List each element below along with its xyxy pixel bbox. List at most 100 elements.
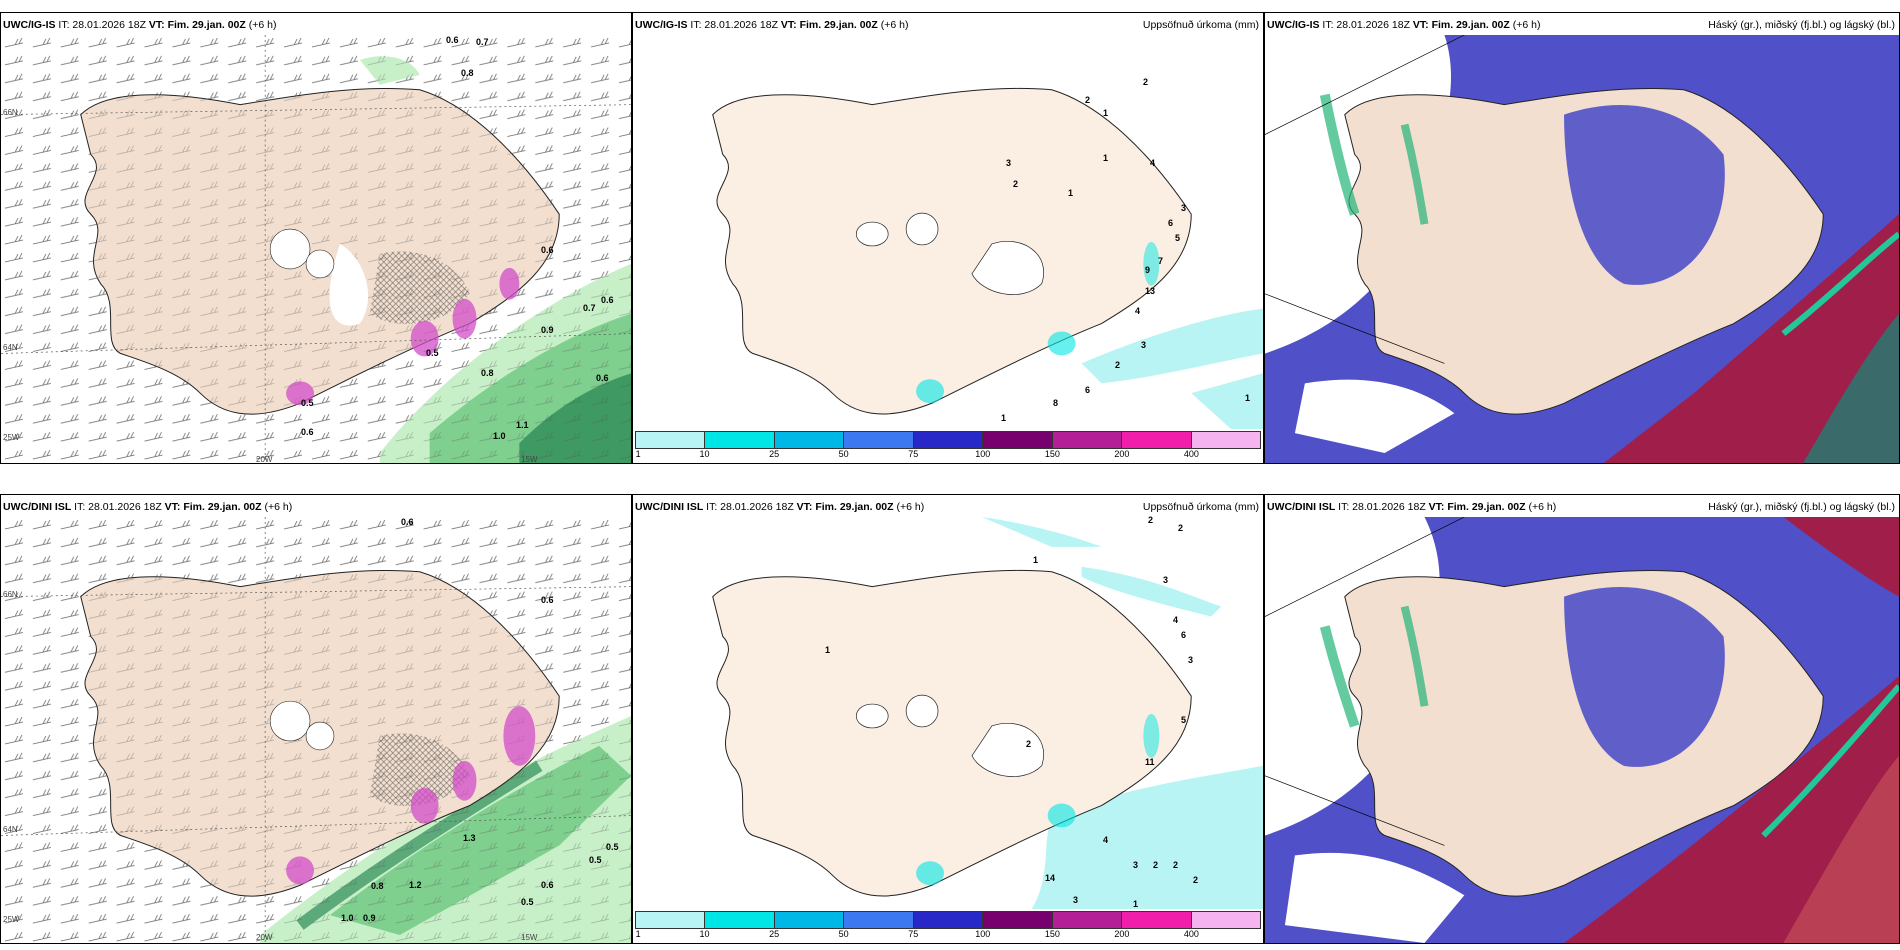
wind-label: 0.7 xyxy=(583,303,596,313)
precip-label: 1 xyxy=(825,645,831,655)
precip-label: 6 xyxy=(1168,218,1174,228)
precip-label: 5 xyxy=(1175,233,1181,243)
colorbar-tick: 100 xyxy=(975,929,991,939)
precip-label: 14 xyxy=(1045,873,1056,883)
colorbar-swatch xyxy=(705,432,775,448)
colorbar-swatch xyxy=(844,432,914,448)
wind-label: 1.0 xyxy=(493,431,506,441)
panel-cloud-igis: UWC/IG-IS IT: 28.01.2026 18Z VT: Fim. 29… xyxy=(1264,12,1900,464)
colorbar-swatch xyxy=(1052,912,1123,928)
precip-label: 4 xyxy=(1135,306,1141,316)
wind-label: 1.0 xyxy=(341,913,354,923)
wind-label: 0.6 xyxy=(601,295,614,305)
colorbar-swatch xyxy=(705,912,775,928)
wind-map xyxy=(1,517,631,943)
precip-label: 3 xyxy=(1141,340,1147,350)
panel-title: UWC/DINI ISL IT: 28.01.2026 18Z VT: Fim.… xyxy=(635,501,925,513)
precip-label: 7 xyxy=(1158,256,1164,266)
precip-label: 1 xyxy=(1033,555,1039,565)
panel-precip-igis: UWC/IG-IS IT: 28.01.2026 18Z VT: Fim. 29… xyxy=(632,12,1264,464)
panel-subtitle: Uppsöfnuð úrkoma (mm) xyxy=(1142,19,1259,31)
wind-label: 1.1 xyxy=(516,420,529,430)
precip-label: 4 xyxy=(1103,835,1109,845)
wind-label: 1.3 xyxy=(463,833,476,843)
precip-label: 3 xyxy=(1073,895,1079,905)
precip-label: 2 xyxy=(1153,860,1159,870)
wind-label: 0.9 xyxy=(363,913,376,923)
colorbar-swatch xyxy=(636,912,706,928)
precip-label: 6 xyxy=(1181,630,1187,640)
precip-label: 9 xyxy=(1145,265,1151,275)
colorbar-tick: 50 xyxy=(838,449,849,459)
colorbar-tick: 10 xyxy=(699,929,710,939)
wind-label: 0.6 xyxy=(541,880,554,890)
precip-label: 2 xyxy=(1143,77,1149,87)
wind-label: 0.6 xyxy=(401,517,414,527)
wind-label: 0.5 xyxy=(589,855,602,865)
colorbar-tick: 200 xyxy=(1114,929,1130,939)
precip-label: 1 xyxy=(1245,393,1251,403)
lon-label: 25W xyxy=(3,433,20,442)
cloud-map xyxy=(1265,517,1899,943)
wind-label: 0.6 xyxy=(446,35,459,45)
precip-label: 3 xyxy=(1181,203,1187,213)
colorbar-swatch xyxy=(774,432,845,448)
colorbar-swatch xyxy=(636,432,706,448)
wind-label: 0.7 xyxy=(476,37,489,47)
precip-label: 1 xyxy=(1001,413,1007,423)
colorbar-swatch xyxy=(1191,432,1260,448)
wind-label: 0.5 xyxy=(301,398,314,408)
colorbar-swatch xyxy=(1122,432,1192,448)
colorbar-tick: 200 xyxy=(1114,449,1130,459)
panel-title: UWC/IG-IS IT: 28.01.2026 18Z VT: Fim. 29… xyxy=(1267,19,1541,31)
colorbar-swatch xyxy=(1052,432,1123,448)
wind-label: 0.8 xyxy=(371,881,384,891)
panel-title: UWC/DINI ISL IT: 28.01.2026 18Z VT: Fim.… xyxy=(3,501,293,513)
wind-label: 0.5 xyxy=(426,348,439,358)
precip-label: 2 xyxy=(1085,95,1091,105)
precip-label: 2 xyxy=(1178,523,1184,533)
colorbar-tick: 50 xyxy=(838,929,849,939)
precip-label: 2 xyxy=(1115,360,1121,370)
colorbar-swatch xyxy=(1122,912,1192,928)
colorbar-tick: 400 xyxy=(1183,929,1199,939)
precip-map xyxy=(633,517,1263,909)
panel-subtitle: Háský (gr.), miðský (fj.bl.) og lágský (… xyxy=(1708,19,1895,31)
colorbar-swatch xyxy=(913,912,984,928)
wind-label: 1.2 xyxy=(409,880,422,890)
colorbar-tick: 75 xyxy=(908,449,919,459)
wind-label: 0.8 xyxy=(461,68,474,78)
precip-label: 1 xyxy=(1133,899,1139,909)
wind-label: 0.6 xyxy=(541,245,554,255)
precip-label: 13 xyxy=(1145,286,1156,296)
wind-label: 0.6 xyxy=(541,595,554,605)
colorbar-tick: 1 xyxy=(635,929,641,939)
precip-label: 1 xyxy=(1103,108,1109,118)
precip-colorbar: 1 10 25 50 75 100 150 200 400 xyxy=(633,429,1263,463)
lon-label: 15W xyxy=(521,933,538,942)
precip-label: 2 xyxy=(1026,739,1032,749)
colorbar-tick: 400 xyxy=(1183,449,1199,459)
colorbar-tick: 1 xyxy=(635,449,641,459)
lon-label: 25W xyxy=(3,915,20,924)
precip-label: 1 xyxy=(1068,188,1074,198)
wind-label: 0.6 xyxy=(301,427,314,437)
colorbar-tick: 10 xyxy=(699,449,710,459)
precip-label: 1 xyxy=(1103,153,1109,163)
precip-map xyxy=(633,35,1263,429)
colorbar-swatch xyxy=(1191,912,1260,928)
precip-label: 3 xyxy=(1163,575,1169,585)
wind-label: 0.5 xyxy=(606,842,619,852)
precip-label: 2 xyxy=(1013,179,1019,189)
wind-map xyxy=(1,35,631,463)
precip-label: 3 xyxy=(1188,655,1194,665)
colorbar-tick: 150 xyxy=(1044,449,1060,459)
wind-label: 0.8 xyxy=(481,368,494,378)
lat-label: 64N xyxy=(3,343,18,352)
precip-colorbar: 1 10 25 50 75 100 150 200 400 xyxy=(633,909,1263,943)
panel-title: UWC/DINI ISL IT: 28.01.2026 18Z VT: Fim.… xyxy=(1267,501,1557,513)
precip-label: 2 xyxy=(1193,875,1199,885)
precip-label: 2 xyxy=(1173,860,1179,870)
colorbar-swatch xyxy=(774,912,845,928)
colorbar-tick: 25 xyxy=(769,449,780,459)
